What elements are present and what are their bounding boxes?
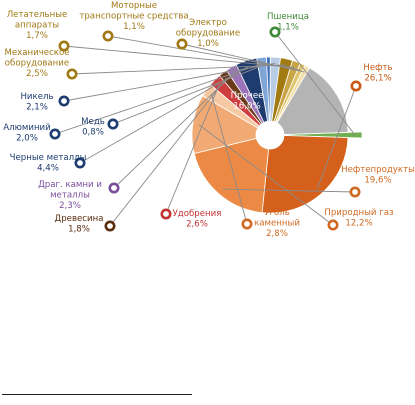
- label-text: Природный газ: [324, 208, 394, 218]
- leader-line-никель: [63, 62, 276, 102]
- label-драг-камни-и: Драг. камни и металлы 2,3%: [38, 180, 102, 211]
- label-text: Пшеница: [267, 12, 309, 22]
- leader-line-алюминий: [54, 63, 263, 135]
- label-механическое: Механическое оборудование 2,5%: [4, 48, 69, 79]
- leader-line-летательные: [63, 45, 295, 68]
- marker-никель: [58, 95, 70, 107]
- label-text: аппараты: [15, 21, 59, 31]
- marker-древесина: [104, 220, 116, 232]
- pie-slices: [191, 56, 363, 214]
- marker-драг-камни-и: [108, 182, 120, 194]
- marker-уголь: [241, 218, 253, 230]
- label-text: Медь: [81, 117, 105, 127]
- label-text: металлы: [50, 191, 90, 201]
- marker-нефтепродукты: [349, 186, 361, 198]
- leader-line-удобрения: [165, 84, 220, 215]
- marker-алюминий: [49, 128, 61, 140]
- label-уголь: Уголь каменный 2,8%: [254, 208, 300, 239]
- slice-labels: Пшеница 1,1%Нефть 26,1%Нефтепродукты 19,6%П…: [3, 1, 415, 239]
- label-text: Нефть: [363, 63, 392, 73]
- label-text: Уголь: [264, 208, 290, 218]
- leader-line-нефть: [316, 85, 357, 190]
- label-value: 4,4%: [37, 164, 59, 174]
- marker-природный-газ: [327, 219, 339, 231]
- leader-line-нефтепродукты: [222, 188, 356, 193]
- marker-нефть: [350, 80, 362, 92]
- marker-медь: [107, 118, 119, 130]
- label-text: Прочее: [231, 91, 264, 101]
- label-древесина: Древесина 1,8%: [54, 214, 103, 235]
- leader-line-медь: [112, 62, 269, 125]
- label-text: каменный: [254, 219, 300, 229]
- label-нефть: Нефть 26,1%: [363, 63, 392, 84]
- label-медь: Медь 0,8%: [81, 117, 105, 138]
- label-value: 1,7%: [26, 31, 48, 41]
- marker-летательные: [58, 40, 70, 52]
- label-text: Нефтепродукты: [341, 165, 415, 175]
- leader-line-черные-металлы: [79, 66, 249, 164]
- label-value: 2,5%: [26, 69, 48, 79]
- label-value: 0,8%: [82, 128, 104, 138]
- label-value: 2,0%: [16, 134, 38, 144]
- label-удобрения: Удобрения 2,6%: [173, 209, 222, 230]
- footnote-divider: [2, 394, 192, 395]
- label-алюминий: Алюминий 2,0%: [3, 123, 50, 144]
- label-text: Удобрения: [173, 209, 222, 219]
- label-пшеница: Пшеница 1,1%: [267, 12, 309, 33]
- leader-line-моторные: [107, 35, 301, 71]
- marker-удобрения: [160, 208, 172, 220]
- label-text: Летательные: [7, 10, 68, 20]
- label-text: Древесина: [54, 214, 103, 224]
- label-value: 16,0%: [233, 102, 260, 112]
- label-value: 1,1%: [277, 23, 299, 33]
- label-text: Механическое: [4, 48, 69, 58]
- label-text: Черные металлы: [10, 153, 87, 163]
- label-value: 2,6%: [186, 220, 208, 230]
- label-электро: Электро оборудование 1,0%: [176, 18, 240, 49]
- label-value: 1,1%: [123, 22, 145, 32]
- marker-черные-металлы: [74, 157, 86, 169]
- label-value: 19,6%: [364, 176, 391, 186]
- label-нефтепродукты: Нефтепродукты 19,6%: [341, 165, 415, 186]
- leader-line-электро: [181, 43, 305, 73]
- marker-моторные: [102, 30, 114, 42]
- label-value: 26,1%: [364, 74, 391, 84]
- label-text: Никель: [20, 92, 53, 102]
- label-никель: Никель 2,1%: [20, 92, 53, 113]
- marker-механическое: [66, 68, 78, 80]
- leader-lines: [49, 26, 362, 232]
- leader-line-пшеница: [274, 31, 356, 136]
- label-text: Драг. камни и: [38, 180, 102, 190]
- leader-line-уголь: [210, 93, 248, 225]
- marker-пшеница: [269, 26, 281, 38]
- label-природный-газ: Природный газ 12,2%: [324, 208, 394, 229]
- label-value: 1,0%: [197, 39, 219, 49]
- label-text: транспортные средства: [79, 12, 188, 22]
- label-value: 1,8%: [68, 225, 90, 235]
- leader-line-механическое: [71, 64, 286, 75]
- label-value: 12,2%: [345, 219, 372, 229]
- marker-электро: [176, 38, 188, 50]
- label-text: Алюминий: [3, 123, 50, 133]
- label-text: оборудование: [176, 29, 240, 39]
- label-моторные: Моторные транспортные средства 1,1%: [79, 1, 188, 32]
- label-value: 2,3%: [59, 201, 81, 211]
- label-черные-металлы: Черные металлы 4,4%: [10, 153, 87, 174]
- leader-line-природный-газ: [198, 124, 334, 226]
- label-text: Электро: [189, 18, 227, 28]
- label-прочее: Прочее 16,0%: [231, 91, 264, 112]
- leader-line-драг-камни-и: [113, 72, 235, 189]
- donut-hole: [256, 121, 284, 149]
- label-text: оборудование: [5, 59, 69, 69]
- label-летательные: Летательные аппараты 1,7%: [7, 10, 68, 41]
- label-value: 2,8%: [266, 229, 288, 239]
- label-text: Моторные: [111, 1, 157, 11]
- leader-line-древесина: [109, 77, 228, 227]
- label-value: 2,1%: [26, 103, 48, 113]
- slice-пшеница: [288, 131, 363, 139]
